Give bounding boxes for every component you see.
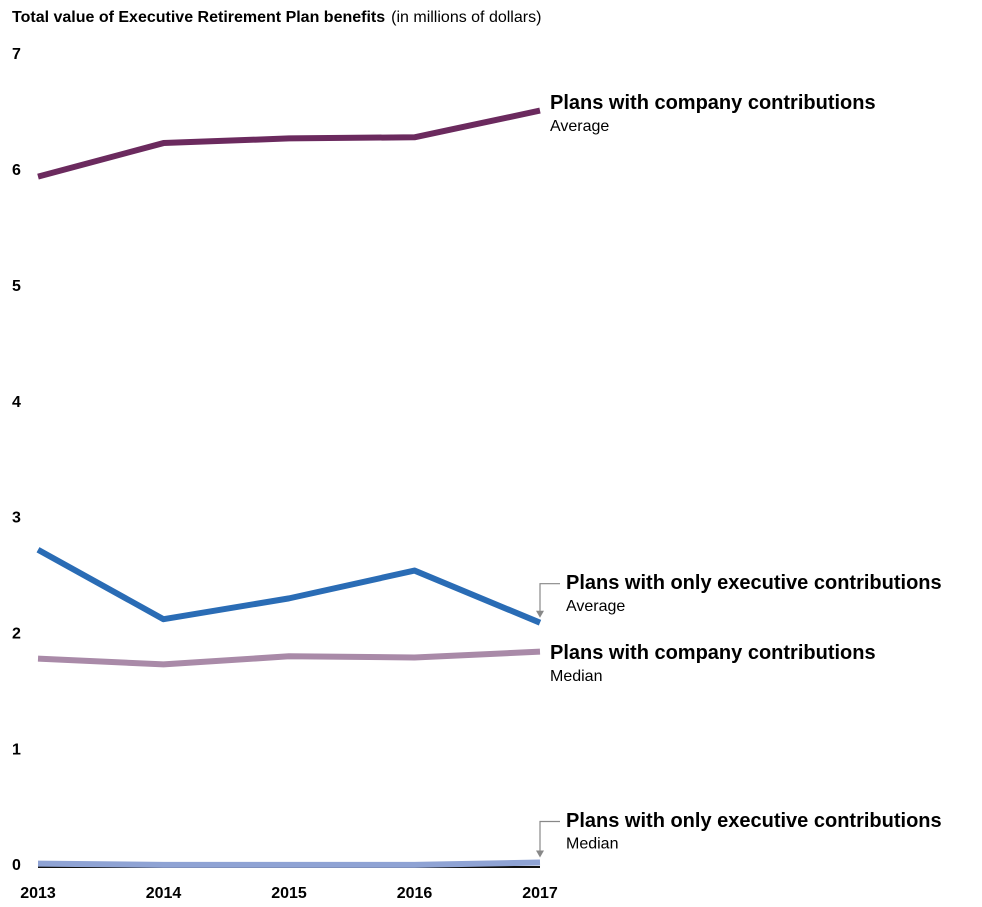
label-connector	[539, 583, 560, 613]
y-tick-label: 6	[12, 162, 21, 179]
y-tick-label: 4	[12, 394, 21, 411]
x-tick-label: 2015	[271, 885, 307, 902]
series-line	[37, 859, 541, 868]
series-line	[37, 107, 541, 180]
chart-subtitle: (in millions of dollars)	[391, 9, 541, 26]
y-tick-label: 0	[12, 857, 21, 874]
x-tick-label: 2014	[146, 885, 182, 902]
x-tick-label: 2016	[397, 885, 433, 902]
series-label: Plans with company contributions	[550, 92, 876, 114]
series-measure: Average	[566, 598, 625, 615]
chart-title-main: Total value of Executive Retirement Plan…	[12, 9, 385, 26]
x-tick-label: 2017	[522, 885, 558, 902]
label-connector	[539, 820, 560, 853]
label-arrowhead	[536, 850, 544, 858]
series-label: Plans with only executive contributions	[566, 572, 942, 594]
x-tick-label: 2013	[20, 885, 56, 902]
y-tick-label: 3	[12, 510, 21, 527]
series-line	[37, 648, 541, 668]
series-measure: Average	[550, 118, 609, 135]
y-tick-label: 2	[12, 626, 21, 643]
series-label: Plans with only executive contributions	[566, 810, 942, 832]
chart-title: Total value of Executive Retirement Plan…	[12, 9, 541, 26]
y-tick-label: 5	[12, 278, 21, 295]
series-measure: Median	[550, 668, 602, 685]
series-measure: Median	[566, 836, 618, 853]
series-label: Plans with company contributions	[550, 642, 876, 664]
y-tick-label: 7	[12, 46, 21, 63]
y-tick-label: 1	[12, 741, 21, 758]
label-arrowhead	[536, 610, 544, 618]
series-line	[36, 547, 542, 626]
